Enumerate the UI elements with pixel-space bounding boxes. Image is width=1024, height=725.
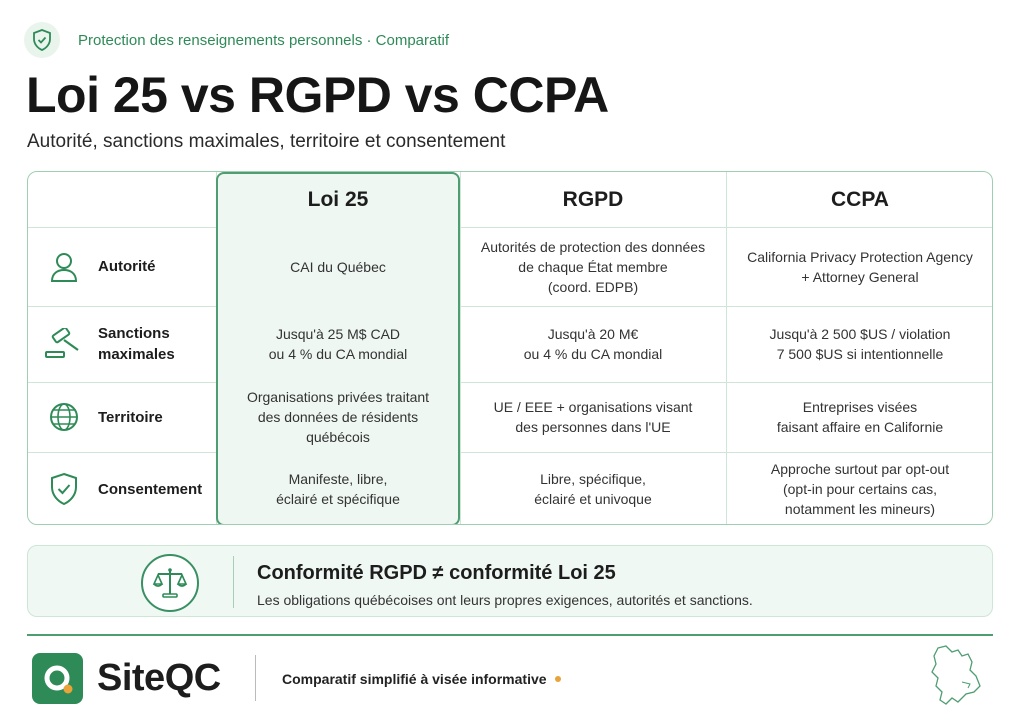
- cell-rgpd-consentement: Libre, spécifique, éclairé et univoque: [534, 471, 652, 507]
- quebec-map-icon: [918, 642, 988, 717]
- shield-check-icon: [44, 472, 84, 506]
- header-kicker-row: Protection des renseignements personnels…: [24, 22, 449, 58]
- cell-rgpd-sanctions: Jusqu'à 20 M€ ou 4 % du CA mondial: [523, 326, 663, 362]
- cell-rgpd-autorite: Autorités de protection des données de ch…: [480, 238, 706, 295]
- scales-icon: [141, 554, 199, 612]
- cell-ccpa-sanctions: Jusqu'à 2 500 $US / violation 7 500 $US s…: [769, 326, 951, 362]
- highlight-column-loi25: [216, 172, 460, 524]
- cell-ccpa-territoire: Entreprises visées faisant affaire en Cal…: [776, 399, 944, 435]
- page-subtitle: Autorité, sanctions maximales, territoir…: [27, 131, 506, 152]
- row-label-sanctions: Sanctions maximales: [28, 306, 216, 382]
- banner-title: Conformité RGPD ≠ conformité Loi 25: [257, 562, 616, 584]
- cell-ccpa-consentement: Approche surtout par opt-out (opt-in pour…: [770, 461, 950, 517]
- gavel-icon: [44, 328, 84, 360]
- brand-name: SiteQC: [97, 657, 221, 699]
- globe-icon: [44, 401, 84, 433]
- header-kicker: Protection des renseignements personnels…: [78, 31, 450, 49]
- footer-note: Comparatif simplifié à visée informative: [282, 671, 561, 687]
- shield-icon: [24, 22, 60, 58]
- banner-text: Les obligations québécoises ont leurs pr…: [257, 592, 753, 608]
- comparison-table: Loi 25 RGPD CCPA Autorité CAI du Québec …: [27, 171, 993, 525]
- callout-banner: Conformité RGPD ≠ conformité Loi 25 Les …: [27, 545, 993, 617]
- row-label-consentement: Consentement: [28, 452, 216, 524]
- row-label-territoire: Territoire: [28, 382, 216, 452]
- cell-loi25-consentement: Manifeste, libre, éclairé et spécifique: [276, 471, 400, 507]
- person-icon: [44, 251, 84, 283]
- row-label-autorite: Autorité: [28, 227, 216, 306]
- cell-loi25-sanctions: Jusqu'à 25 M$ CAD ou 4 % du CA mondial: [268, 326, 408, 362]
- cell-rgpd-territoire: UE / EEE + organisations visant des perso…: [493, 399, 693, 435]
- footer-divider: [27, 634, 993, 636]
- column-header-loi25: Loi 25: [307, 187, 369, 211]
- siteqc-logo-icon: [32, 653, 83, 704]
- dot-icon: [554, 676, 561, 682]
- column-header-rgpd: RGPD: [562, 187, 624, 211]
- column-header-ccpa: CCPA: [831, 187, 889, 211]
- cell-loi25-territoire: Organisations privées traitant des donnée…: [246, 389, 430, 445]
- cell-loi25-autorite: CAI du Québec: [290, 258, 386, 275]
- page-title: Loi 25 vs RGPD vs CCPA: [26, 67, 609, 123]
- cell-ccpa-autorite: California Privacy Protection Agency + At…: [747, 248, 973, 285]
